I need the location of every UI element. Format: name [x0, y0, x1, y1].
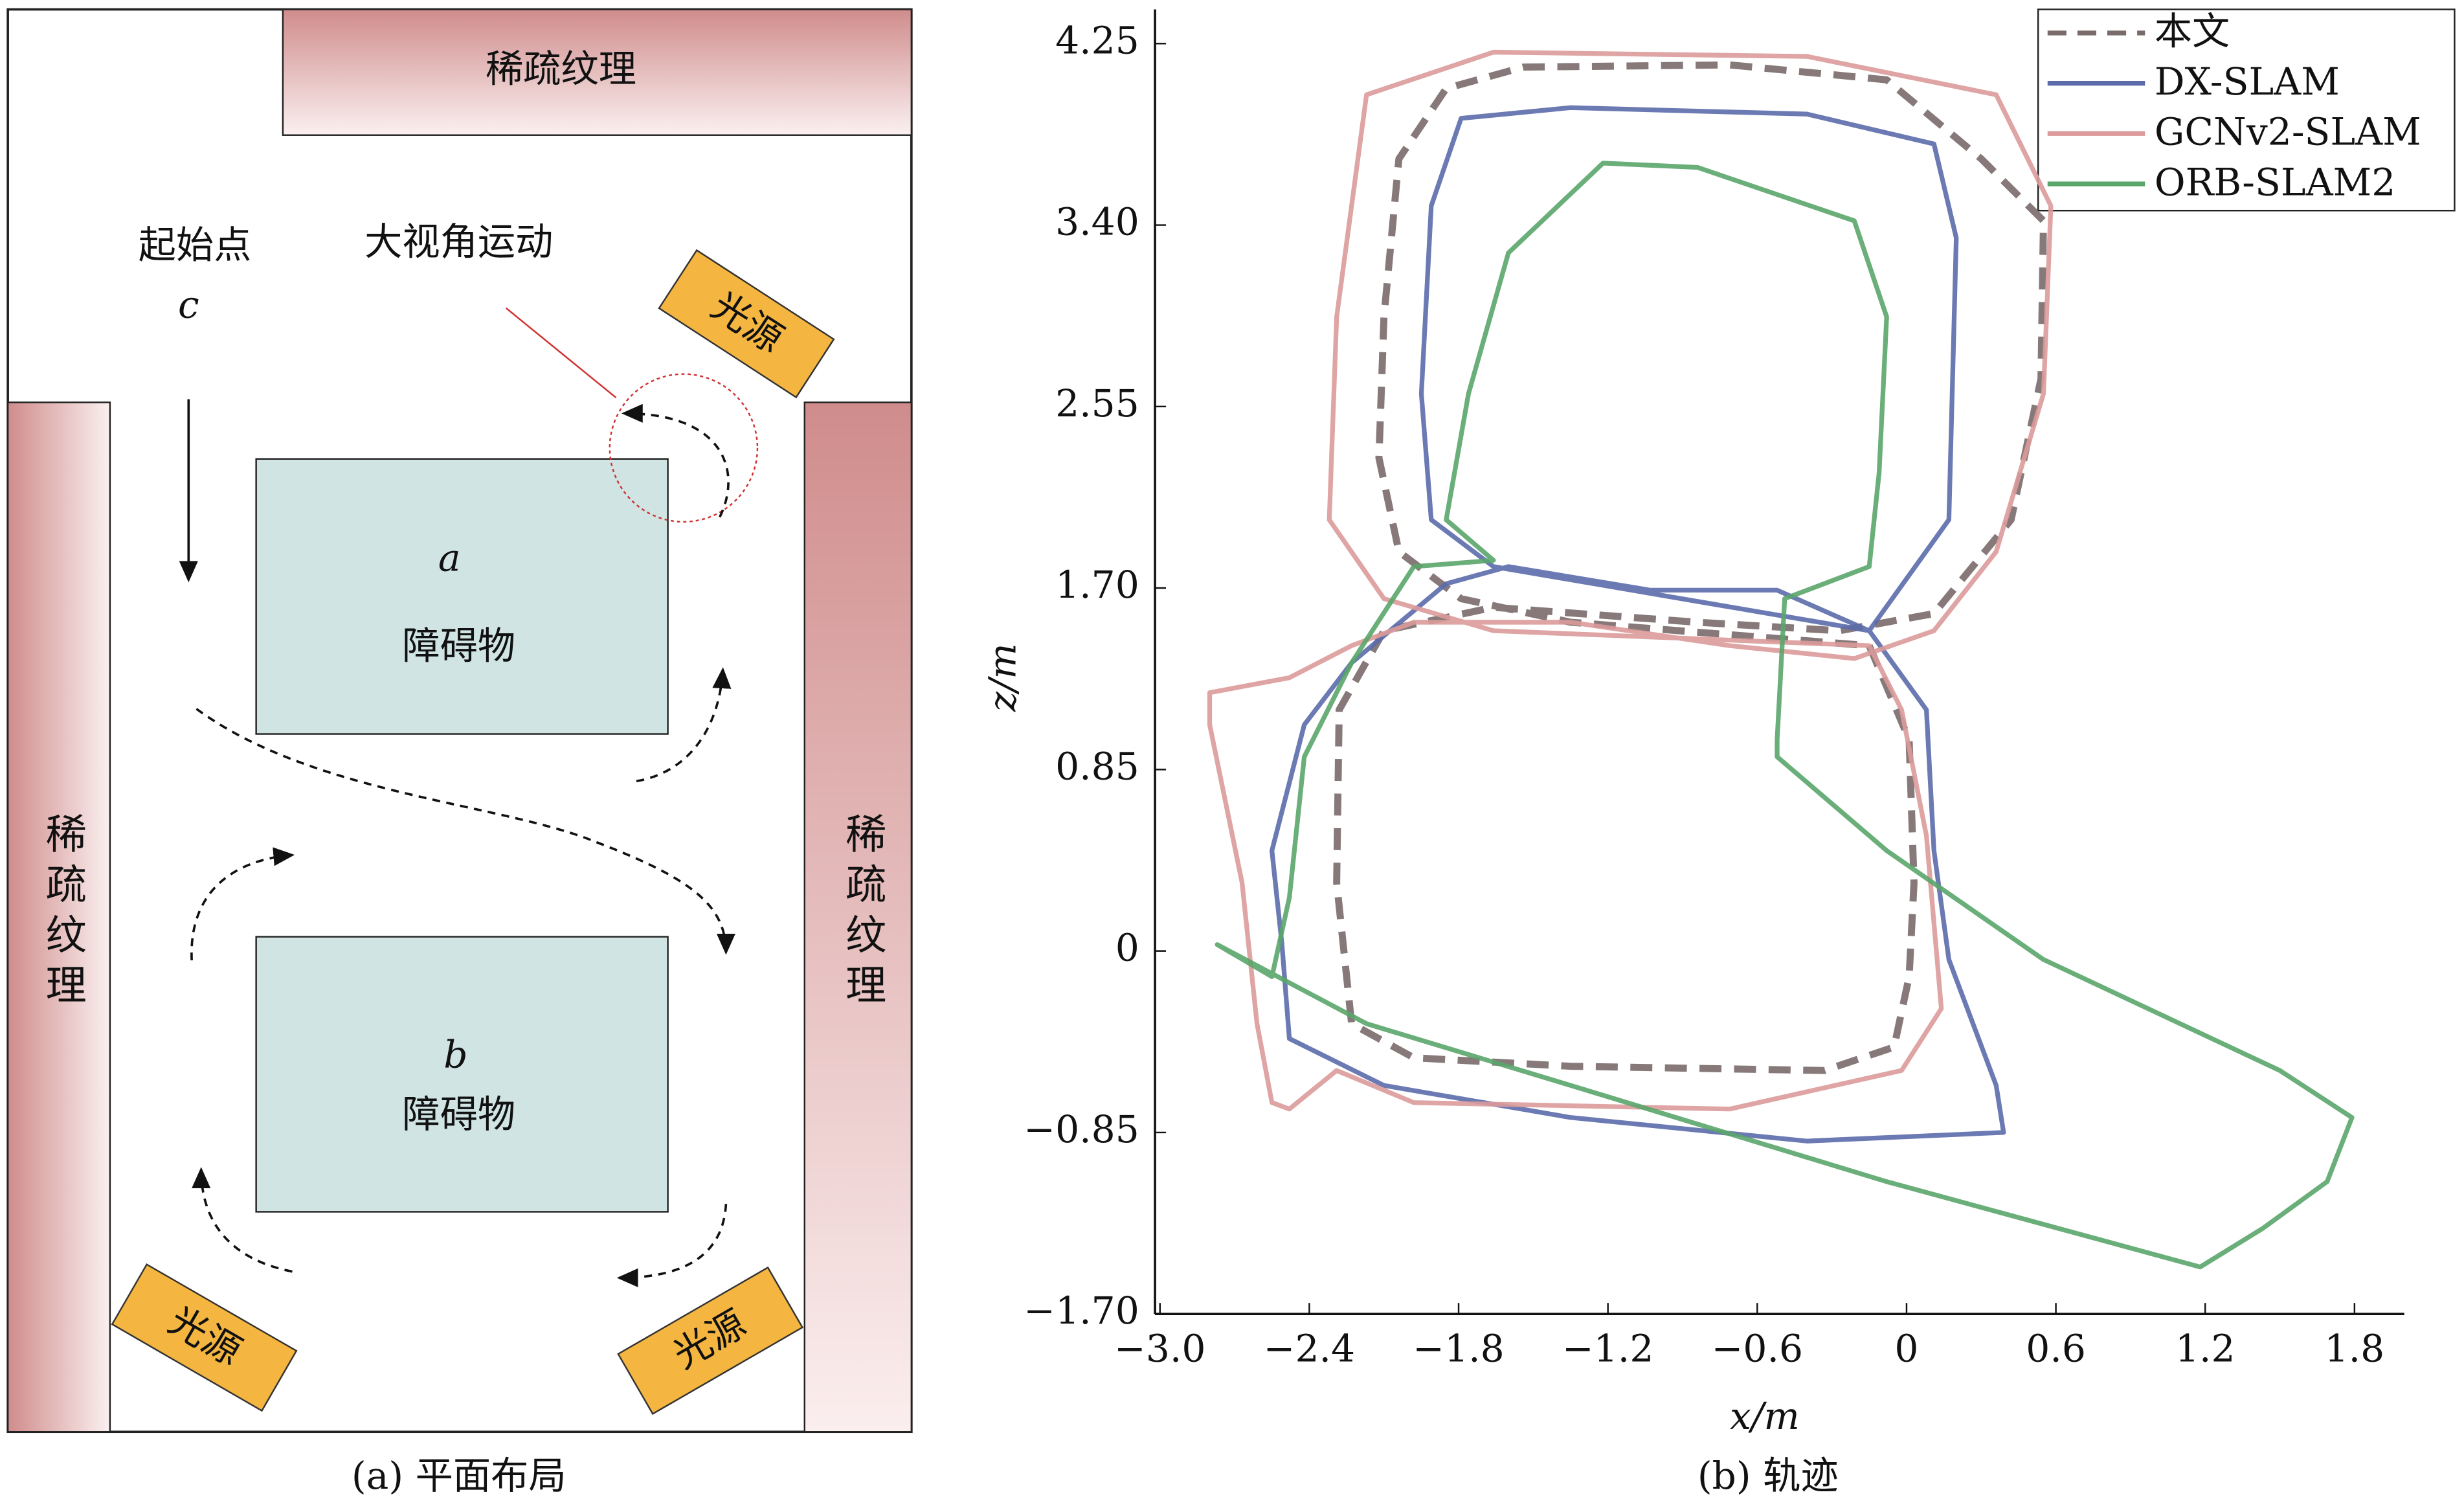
obstacle-id: b [443, 1033, 467, 1077]
wall-label: 稀疏纹理 [39, 813, 87, 1014]
obstacle-label: 障碍物 [402, 1092, 515, 1136]
trajectory-chart: x/m z/m (b) 轨迹 −1.70 −0.85 0 0.85 1.70 2.55 3.… [980, 8, 2456, 1498]
y-tick-label: 0.85 [1055, 744, 1139, 788]
start-label: 起始点 [139, 223, 252, 267]
y-tick-label: 3.40 [1055, 200, 1139, 244]
start-id: c [178, 283, 199, 327]
x-axis-label: x/m [1730, 1394, 1800, 1438]
x-tick-label: −3.0 [1114, 1326, 1205, 1370]
callout-circle [609, 373, 759, 523]
obstacle-label: 障碍物 [402, 624, 515, 668]
trajectory-line [1270, 105, 2006, 1144]
arrow [196, 708, 735, 955]
arrow [621, 403, 730, 518]
legend-label: 本文 [2155, 9, 2230, 53]
legend-label: DX-SLAM [2155, 60, 2340, 104]
x-tick-label: 0.6 [2026, 1326, 2086, 1370]
wall-label: 稀疏纹理 [839, 813, 887, 1014]
x-tick-label: 1.8 [2325, 1326, 2385, 1370]
light-box [617, 1266, 804, 1416]
x-tick-label: 1.2 [2175, 1326, 2235, 1370]
x-tick-label: −1.2 [1562, 1326, 1653, 1370]
light-source: 光源 [111, 1263, 298, 1412]
x-tick-label: −2.4 [1264, 1326, 1355, 1370]
obstacle-id: a [438, 536, 461, 580]
x-tick-label: 0 [1894, 1326, 1918, 1370]
y-tick-label: 1.70 [1055, 563, 1139, 607]
light-source: 光源 [617, 1266, 804, 1416]
y-tick-label: 0 [1115, 926, 1139, 970]
y-axis-label: z/m [980, 643, 1024, 712]
motion-label: 大视角运动 [364, 220, 553, 264]
wall-top [282, 8, 913, 136]
y-tick-label: −0.85 [1024, 1107, 1139, 1151]
legend-label: GCNv2-SLAM [2155, 110, 2421, 154]
light-source: 光源 [658, 249, 835, 399]
light-box [658, 249, 835, 399]
layout-diagram: 稀疏纹理 稀疏纹理 稀疏纹理 a 障碍物 b 障碍物 起始点 c 大视角运动 光… [6, 8, 913, 1498]
callout-line [505, 307, 617, 399]
arrow [190, 847, 295, 961]
arrow [636, 667, 732, 783]
obstacle [255, 936, 669, 1213]
motion-arrows [190, 403, 735, 1287]
trajectory-line [1207, 49, 2054, 1112]
arrow [616, 1204, 728, 1287]
legend-box [2037, 8, 2456, 212]
arrow [192, 1167, 293, 1273]
caption: (b) 轨迹 [1697, 1454, 1839, 1498]
light-box [111, 1263, 298, 1412]
y-tick-label: −1.70 [1024, 1289, 1139, 1333]
wall-label: 稀疏纹理 [486, 47, 636, 91]
x-tick-label: −0.6 [1712, 1326, 1803, 1370]
y-tick-label: 4.25 [1055, 18, 1139, 62]
x-tick-label: −1.8 [1413, 1326, 1504, 1370]
obstacle [255, 458, 669, 735]
wall-right [803, 401, 913, 1433]
trajectory-line [1333, 61, 2047, 1074]
legend-label: ORB-SLAM2 [2155, 160, 2396, 204]
caption: (a) 平面布局 [352, 1454, 566, 1498]
wall-left [6, 401, 111, 1433]
trajectory-line [1215, 161, 2355, 1270]
y-tick-label: 2.55 [1055, 381, 1139, 425]
